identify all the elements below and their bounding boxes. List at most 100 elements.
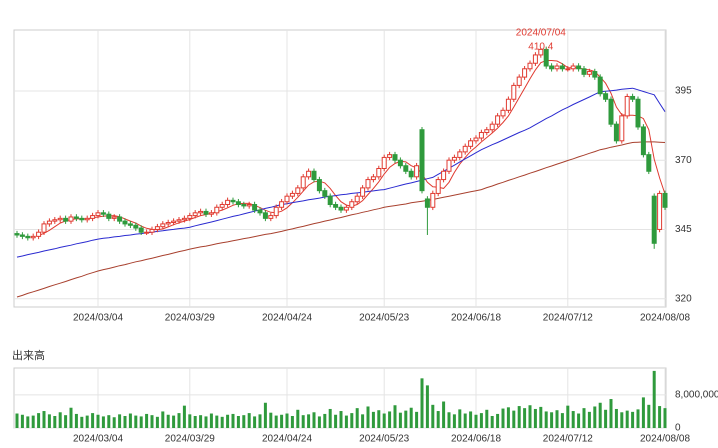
candle-body bbox=[208, 212, 214, 215]
candle-body bbox=[392, 154, 398, 161]
candle-body bbox=[414, 165, 420, 178]
candle-body bbox=[14, 233, 20, 236]
volume-bar bbox=[458, 409, 462, 428]
volume-bar bbox=[339, 411, 343, 428]
candle-body bbox=[106, 213, 112, 219]
candle-body bbox=[403, 165, 409, 172]
volume-bar bbox=[647, 404, 651, 428]
volume-bar bbox=[512, 410, 516, 428]
candle-body bbox=[451, 156, 457, 161]
candle-body bbox=[387, 154, 393, 158]
volume-bar bbox=[334, 414, 338, 428]
volume-bar bbox=[53, 416, 57, 428]
volume-bar bbox=[209, 413, 213, 428]
volume-bar bbox=[31, 415, 35, 428]
candle-body bbox=[576, 65, 582, 70]
candle-body bbox=[381, 156, 387, 169]
candle-body bbox=[538, 48, 544, 56]
candle-body bbox=[489, 123, 495, 131]
candle-body bbox=[127, 223, 133, 226]
volume-bar bbox=[620, 412, 624, 428]
candle-body bbox=[289, 192, 295, 197]
candle-body bbox=[36, 231, 42, 237]
candle-body bbox=[613, 123, 619, 142]
volume-bar bbox=[166, 414, 170, 428]
candle-body bbox=[559, 65, 565, 70]
volume-bar bbox=[577, 413, 581, 428]
candle-body bbox=[635, 98, 641, 128]
candle-body bbox=[500, 109, 506, 117]
candle-body bbox=[462, 145, 468, 153]
candle-body bbox=[581, 68, 587, 75]
candle-body bbox=[343, 206, 349, 211]
candle-body bbox=[430, 192, 436, 208]
candle-body bbox=[327, 195, 333, 206]
volume-bar bbox=[431, 404, 435, 428]
volume-bar bbox=[290, 416, 294, 428]
candle-body bbox=[230, 199, 236, 203]
volume-bar bbox=[604, 409, 608, 428]
volume-bar bbox=[490, 416, 494, 428]
volume-bar bbox=[188, 414, 192, 428]
candle-body bbox=[468, 140, 474, 147]
volume-bar bbox=[15, 413, 19, 428]
volume-bar bbox=[555, 410, 559, 428]
volume-bar bbox=[85, 415, 89, 428]
candle-body bbox=[111, 216, 117, 219]
candle-body bbox=[198, 210, 204, 214]
volume-bar bbox=[425, 385, 429, 428]
volume-bar bbox=[242, 415, 246, 428]
volume-bar bbox=[436, 411, 440, 428]
volume-bar bbox=[215, 415, 219, 428]
y-tick-label: 8,000,000 bbox=[675, 390, 718, 401]
candle-body bbox=[300, 176, 306, 189]
candle-body bbox=[214, 206, 220, 214]
volume-bar bbox=[150, 415, 154, 428]
candle-body bbox=[554, 65, 560, 70]
volume-bar bbox=[263, 402, 267, 428]
x-tick-label: 2024/03/04 bbox=[73, 313, 123, 324]
volume-bar bbox=[377, 410, 381, 428]
volume-bar bbox=[193, 416, 197, 428]
annotation-date: 2024/07/04 bbox=[516, 28, 566, 39]
candle-body bbox=[608, 98, 614, 125]
candle-body bbox=[640, 126, 646, 156]
volume-bar bbox=[533, 408, 537, 428]
candle-body bbox=[63, 217, 69, 222]
x-tick-label: 2024/04/24 bbox=[262, 434, 312, 445]
volume-bar bbox=[199, 415, 203, 428]
candle-body bbox=[46, 220, 52, 225]
volume-bar bbox=[485, 409, 489, 428]
x-tick-label: 2024/08/08 bbox=[640, 313, 690, 324]
candle-body bbox=[624, 95, 630, 117]
candle-body bbox=[457, 151, 463, 158]
volume-bar bbox=[631, 411, 635, 428]
volume-bar bbox=[91, 413, 95, 428]
candle-body bbox=[181, 217, 187, 221]
volume-bar bbox=[442, 401, 446, 428]
candle-body bbox=[419, 129, 425, 192]
volume-bar bbox=[155, 416, 159, 428]
volume-bar bbox=[501, 408, 505, 428]
candle-body bbox=[154, 226, 160, 230]
volume-bar bbox=[307, 414, 311, 428]
volume-bar bbox=[587, 411, 591, 428]
volume-bar bbox=[420, 378, 424, 428]
volume-bar bbox=[101, 416, 105, 428]
candle-body bbox=[376, 168, 382, 178]
volume-bar bbox=[182, 405, 186, 428]
volume-bar bbox=[128, 413, 132, 428]
volume-bar bbox=[593, 406, 597, 428]
candle-body bbox=[311, 170, 317, 181]
candle-body bbox=[138, 227, 144, 233]
volume-bar bbox=[614, 408, 618, 428]
candle-body bbox=[171, 220, 177, 224]
volume-bar bbox=[479, 413, 483, 428]
volume-bar bbox=[658, 406, 662, 428]
volume-bar bbox=[463, 413, 467, 428]
volume-bar bbox=[107, 415, 111, 428]
volume-bar bbox=[382, 413, 386, 428]
candle-body bbox=[549, 65, 555, 70]
candle-body bbox=[257, 209, 263, 214]
volume-bar bbox=[452, 414, 456, 428]
